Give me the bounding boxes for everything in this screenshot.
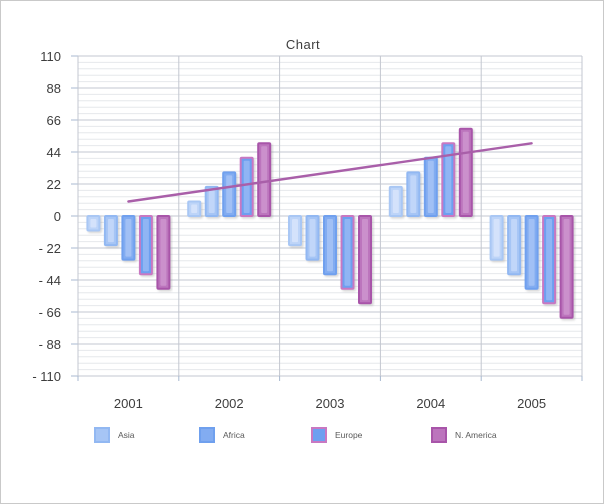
x-axis-tick-label: 2003 (315, 396, 345, 411)
bar-group (187, 200, 202, 217)
bar-highlight (344, 219, 351, 286)
bar-highlight (125, 219, 132, 257)
trendline (127, 142, 533, 203)
bar-highlight (427, 160, 434, 213)
x-axis-tick-label: 2002 (214, 396, 244, 411)
legend-label: Africa (223, 430, 245, 440)
bar-group (458, 127, 473, 217)
bar-highlight (142, 219, 149, 272)
bar-highlight (309, 219, 316, 257)
bar-group (305, 215, 320, 261)
y-axis-tick-label: 88 (46, 80, 61, 96)
bar-highlight (563, 219, 570, 315)
bar-highlight (90, 219, 97, 228)
legend-swatch-icon (311, 427, 327, 443)
y-axis-tick-label: 66 (46, 112, 61, 128)
bar-group (524, 215, 539, 290)
bar-group (103, 215, 118, 247)
bar-group (257, 142, 272, 217)
y-axis-tick-label: 22 (46, 176, 61, 192)
bar-highlight (292, 219, 298, 243)
bar-group (406, 171, 421, 217)
y-axis-tick-label: 44 (46, 144, 61, 160)
bar-group (121, 215, 136, 261)
legend-swatch-icon (199, 427, 215, 443)
bar-group (489, 215, 504, 261)
x-axis-tick-label: 2004 (416, 396, 446, 411)
bar-group (388, 185, 403, 217)
bar-highlight (445, 146, 452, 213)
legend-swatch-icon (94, 427, 110, 443)
bar-highlight (462, 131, 469, 213)
bar-highlight (327, 219, 333, 272)
chart-title: Chart (285, 37, 321, 52)
legend-label: N. America (455, 430, 497, 440)
bar-highlight (226, 175, 233, 213)
bar-highlight (410, 175, 417, 213)
x-axis-tick-label: 2001 (113, 396, 143, 411)
y-axis-tick-label: 110 (40, 48, 61, 64)
y-axis-tick-label: - 110 (32, 368, 61, 384)
bar-group (222, 171, 237, 217)
bar-highlight (208, 189, 215, 213)
y-axis-tick-label: - 66 (38, 304, 61, 320)
bar-highlight (160, 219, 167, 286)
bar-highlight (362, 219, 368, 301)
y-axis-tick-label: - 44 (38, 272, 61, 288)
bar-highlight (511, 219, 518, 272)
bar-highlight (191, 204, 198, 213)
bar-group (86, 215, 101, 232)
y-axis-tick-label: 0 (53, 208, 61, 224)
bar-group (323, 215, 337, 276)
bar-group (542, 215, 557, 305)
bar-group (441, 142, 456, 217)
bar-group (423, 156, 438, 218)
y-axis-tick-label: - 88 (38, 336, 61, 352)
bar-group (239, 156, 254, 218)
bar-group (204, 185, 219, 217)
bar-group (156, 215, 171, 290)
bar-highlight (528, 219, 535, 286)
bar-group (559, 215, 574, 319)
legend-label: Asia (118, 430, 135, 440)
legend-swatch-icon (431, 427, 447, 443)
bar-group (138, 215, 153, 276)
legend-label: Europe (335, 430, 363, 440)
bar-group (288, 215, 302, 247)
y-axis-tick-label: - 22 (38, 240, 61, 256)
bar-highlight (493, 219, 500, 257)
bar-highlight (546, 219, 553, 301)
bar-highlight (261, 146, 268, 213)
bar-highlight (107, 219, 114, 243)
bar-group (340, 215, 355, 290)
bar-group (358, 215, 372, 305)
x-axis-tick-label: 2005 (517, 396, 547, 411)
bar-highlight (392, 189, 399, 213)
bar-highlight (243, 160, 250, 213)
bar-group (507, 215, 522, 276)
